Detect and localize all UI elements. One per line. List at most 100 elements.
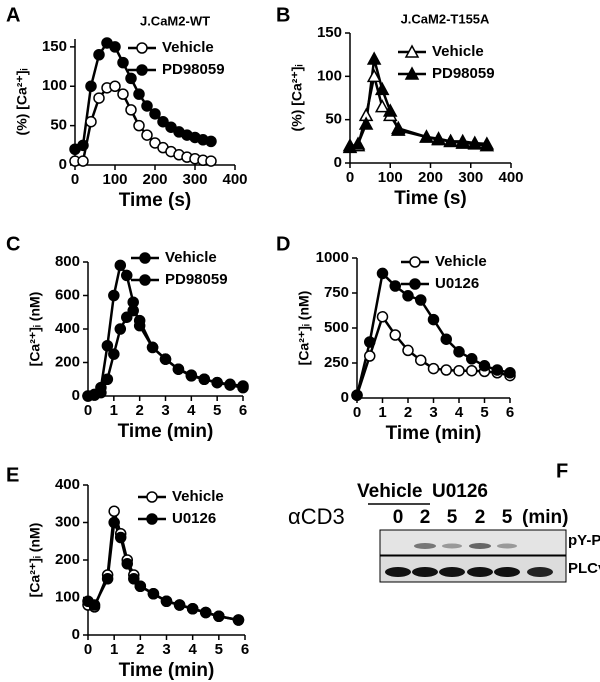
marker xyxy=(374,99,390,113)
y-tick-label: 0 xyxy=(72,626,80,643)
marker xyxy=(232,614,245,626)
x-tick-label: 4 xyxy=(455,404,464,421)
marker xyxy=(443,133,458,148)
marker xyxy=(101,573,114,585)
marker xyxy=(479,138,495,152)
marker xyxy=(133,119,145,132)
marker xyxy=(350,136,366,150)
y-axis-label: (%) [Ca²⁺]ᵢ xyxy=(14,69,30,136)
x-tick-label: 1 xyxy=(110,641,118,658)
chart-panel: B J.CaM2-T155A 0 50 100 150 0 100 200 300 400 Time … xyxy=(276,4,524,209)
legend-marker xyxy=(139,274,151,286)
marker xyxy=(376,311,389,323)
band xyxy=(442,543,462,549)
chart-title: J.CaM2-WT xyxy=(140,13,210,28)
y-tick-label: 400 xyxy=(55,476,80,493)
band xyxy=(469,543,491,549)
y-tick-label: 0 xyxy=(334,154,342,171)
marker xyxy=(85,80,97,92)
legend-label: Vehicle xyxy=(432,43,484,60)
marker xyxy=(108,516,120,529)
y-tick-label: 100 xyxy=(55,588,80,605)
lane-label: 0 xyxy=(393,507,404,528)
band xyxy=(439,567,465,577)
legend-marker xyxy=(146,513,158,525)
y-axis-label: [Ca²⁺]ᵢ (nM) xyxy=(296,291,312,366)
legend-label: PD98059 xyxy=(162,61,225,78)
marker xyxy=(389,280,401,292)
marker xyxy=(431,132,446,146)
y-tick-label: 500 xyxy=(324,319,349,336)
x-tick-label: 200 xyxy=(418,169,443,186)
legend-marker xyxy=(409,256,421,268)
marker xyxy=(147,588,160,600)
marker xyxy=(376,267,389,280)
panel-letter: A xyxy=(6,4,20,26)
marker xyxy=(440,364,452,376)
marker xyxy=(200,606,212,619)
x-tick-label: 5 xyxy=(213,402,221,419)
marker xyxy=(389,329,401,341)
marker xyxy=(172,363,185,375)
legend-label: Vehicle xyxy=(172,488,224,505)
y-tick-label: 50 xyxy=(50,117,67,134)
y-tick-label: 150 xyxy=(42,38,67,55)
y-axis-label: (%) [Ca²⁺]ᵢ xyxy=(289,65,305,132)
marker xyxy=(205,135,217,148)
marker xyxy=(427,362,440,375)
marker xyxy=(125,72,137,85)
x-tick-label: 300 xyxy=(182,171,207,188)
band xyxy=(497,543,517,549)
legend-marker xyxy=(404,44,420,58)
marker xyxy=(95,381,107,394)
x-tick-label: 6 xyxy=(241,641,249,658)
x-tick-label: 5 xyxy=(215,641,223,658)
series-line xyxy=(355,270,511,396)
x-axis-label: Time (s) xyxy=(119,190,192,211)
chart-panel: E 0 100 200 300 400 0 1 2 3 4 5 6 Time (min) [Ca²⁺]ᵢ (… xyxy=(6,464,249,681)
marker xyxy=(114,531,127,544)
marker xyxy=(364,336,376,348)
x-tick-label: 300 xyxy=(458,169,483,186)
marker xyxy=(205,155,217,167)
band xyxy=(467,567,493,577)
marker xyxy=(141,129,153,141)
marker xyxy=(117,56,129,69)
marker xyxy=(415,294,427,306)
marker xyxy=(382,103,398,117)
marker xyxy=(391,122,406,136)
x-tick-label: 1 xyxy=(110,402,118,419)
lane-label: 5 xyxy=(447,507,458,528)
legend-label: Vehicle xyxy=(162,39,214,56)
marker xyxy=(114,259,127,272)
marker xyxy=(127,296,139,308)
y-tick-label: 100 xyxy=(42,77,67,94)
x-axis-label: Time (min) xyxy=(119,660,215,681)
marker xyxy=(77,139,89,152)
x-tick-label: 0 xyxy=(346,169,354,186)
marker xyxy=(85,115,97,128)
marker xyxy=(101,340,114,352)
y-tick-label: 400 xyxy=(55,320,80,337)
y-tick-label: 0 xyxy=(341,389,349,406)
marker xyxy=(88,388,101,401)
marker xyxy=(128,573,140,585)
marker xyxy=(453,346,465,358)
lane-label: 2 xyxy=(420,507,431,528)
marker xyxy=(427,313,440,326)
marker xyxy=(491,364,503,376)
marker xyxy=(159,353,172,365)
y-tick-label: 0 xyxy=(59,156,67,173)
marker xyxy=(358,116,374,130)
legend-label: U0126 xyxy=(172,510,216,527)
marker xyxy=(109,41,121,53)
marker xyxy=(237,381,249,394)
row-label: PLCγ1 xyxy=(568,560,600,577)
band xyxy=(412,567,438,577)
x-tick-label: 2 xyxy=(135,402,143,419)
marker xyxy=(453,364,465,377)
x-tick-label: 2 xyxy=(136,641,144,658)
row-label: pY-PLCγ1 xyxy=(568,532,600,549)
marker xyxy=(419,129,434,143)
marker xyxy=(114,323,127,335)
